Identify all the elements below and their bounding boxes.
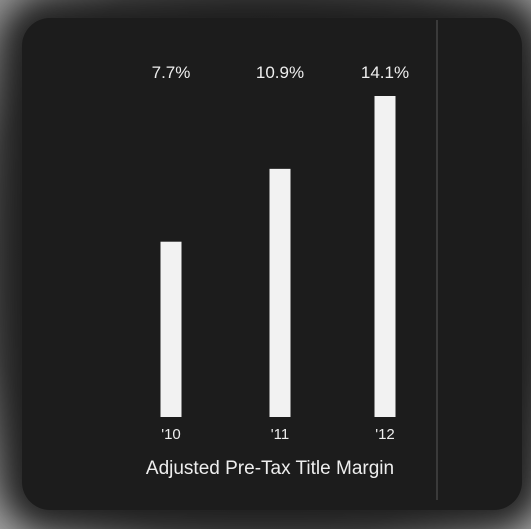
panel-edge-divider xyxy=(436,20,438,500)
x-axis-tick-labels: '10 '11 '12 xyxy=(161,426,395,443)
value-labels-group: 7.7% 10.9% 14.1% xyxy=(152,63,409,82)
value-label-0: 7.7% xyxy=(152,63,191,82)
value-label-2: 14.1% xyxy=(361,63,409,82)
bar-1 xyxy=(269,168,291,417)
bar-0 xyxy=(160,241,182,417)
bars-group xyxy=(160,96,396,417)
bar-2 xyxy=(374,96,396,417)
x-tick-label-0: '10 xyxy=(161,426,181,443)
x-tick-label-1: '11 xyxy=(271,426,289,443)
chart-title: Adjusted Pre-Tax Title Margin xyxy=(146,458,394,479)
value-label-1: 10.9% xyxy=(256,63,304,82)
x-tick-label-2: '12 xyxy=(375,426,395,443)
